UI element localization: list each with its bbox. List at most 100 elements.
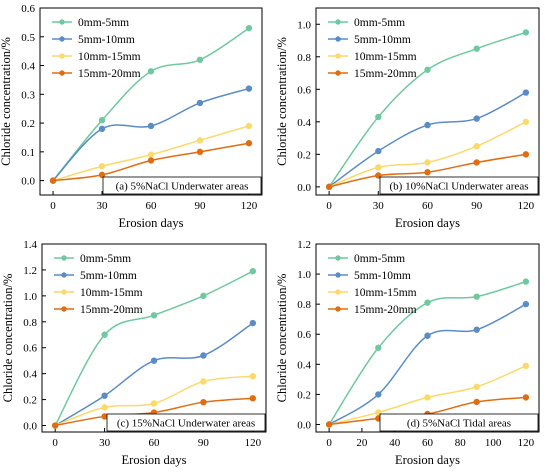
x-tick-label: 120 (518, 437, 535, 449)
data-point (101, 331, 108, 338)
y-tick-label: 1.2 (23, 265, 37, 277)
data-point (51, 422, 59, 429)
x-axis-label: Erosion days (395, 453, 460, 467)
chart-panel-b: 0 30 60 90 120 0.0 0.2 0.4 0.6 0.8 1.0 Erosion days… (275, 7, 540, 230)
y-tick-label: 0.2 (297, 149, 311, 161)
y-tick-label: 1.4 (23, 239, 37, 251)
data-point (424, 66, 431, 73)
x-tick-label: 120 (245, 437, 262, 449)
data-point (196, 56, 204, 63)
data-point (245, 122, 253, 130)
legend-label: 10mm-15mm (78, 51, 141, 63)
data-point (375, 147, 382, 155)
panel-annotation-box (379, 413, 539, 432)
data-point (522, 118, 530, 126)
x-tick-label: 60 (422, 437, 434, 449)
legend-marker (335, 272, 341, 278)
x-tick-label: 30 (97, 200, 109, 212)
data-point (424, 121, 431, 129)
x-tick-label: 90 (198, 437, 210, 449)
panel-annotation: (d) 5%NaCl Tidal areas (407, 418, 511, 430)
data-point (522, 394, 530, 401)
y-tick-label: 0.2 (23, 395, 37, 407)
y-tick-label: 0.2 (21, 118, 35, 130)
legend-marker (335, 255, 341, 261)
data-point (424, 159, 431, 166)
legend-label: 0mm-5mm (78, 17, 129, 29)
data-point (375, 164, 382, 171)
x-tick-label: 120 (518, 200, 535, 212)
legend-marker (59, 19, 65, 25)
x-tick-label: 0 (52, 437, 58, 449)
data-point (424, 299, 431, 306)
panel-annotation: (b) 10%NaCl Underwater areas (390, 181, 529, 193)
x-tick-label: 60 (422, 200, 434, 212)
data-point (147, 157, 155, 164)
legend-marker (335, 306, 341, 312)
data-point (245, 24, 253, 32)
data-point (245, 140, 253, 147)
y-axis-label: Chloride concentration/% (0, 37, 13, 166)
y-tick-label: 0.6 (21, 3, 35, 15)
data-point (196, 137, 204, 144)
data-point (98, 117, 106, 124)
legend-label: 5mm-10mm (80, 270, 137, 282)
legend-label: 0mm-5mm (354, 253, 405, 265)
y-tick-label: 0.8 (23, 317, 37, 329)
data-point (424, 394, 431, 401)
data-point (200, 292, 207, 300)
x-axis-label: Erosion days (122, 453, 187, 467)
legend-label: 0mm-5mm (354, 17, 405, 29)
legend-label: 15mm-20mm (354, 304, 417, 316)
x-tick-label: 80 (455, 437, 467, 449)
data-point (147, 122, 155, 130)
y-tick-label: 0.6 (297, 329, 311, 341)
y-tick-label: 0.8 (297, 299, 311, 311)
legend-marker (59, 70, 65, 76)
panel-annotation-box (102, 176, 262, 195)
data-point (147, 151, 155, 158)
x-axis-label: Erosion days (395, 216, 460, 230)
data-point (150, 312, 158, 319)
legend-label: 0mm-5mm (80, 253, 131, 265)
series-line-0mm-5mm (328, 31, 527, 188)
y-tick-label: 0.2 (297, 389, 311, 401)
data-point (101, 413, 108, 420)
legend-marker (61, 289, 67, 295)
data-point (98, 163, 106, 170)
panel-annotation: (c) 15%NaCl Underwater areas (117, 418, 255, 430)
y-tick-label: 0.6 (23, 343, 37, 355)
y-tick-label: 0.3 (21, 89, 35, 101)
legend-label: 10mm-15mm (80, 287, 143, 299)
data-point (249, 268, 257, 275)
data-point (245, 85, 253, 92)
legend-marker (335, 36, 341, 42)
y-tick-label: 0.4 (297, 117, 311, 129)
y-tick-label: 0.1 (21, 147, 35, 159)
y-tick-label: 1.2 (297, 239, 311, 251)
data-point (200, 352, 207, 359)
x-tick-label: 90 (194, 200, 206, 212)
data-point (325, 421, 333, 428)
data-point (522, 151, 530, 158)
y-tick-label: 0.5 (21, 32, 35, 44)
y-tick-label: 1.0 (297, 269, 311, 281)
legend-label: 5mm-10mm (354, 270, 411, 282)
data-point (200, 398, 207, 406)
legend-marker (59, 53, 65, 59)
x-tick-label: 30 (373, 200, 385, 212)
data-point (98, 171, 106, 179)
data-point (200, 378, 207, 385)
y-axis-label: Chloride concentration/% (275, 274, 289, 403)
data-point (98, 125, 106, 133)
data-point (522, 89, 530, 96)
y-tick-label: 0.0 (23, 421, 37, 433)
chart-panel-c: 0 30 60 90 120 0.0 0.2 0.4 0.6 0.8 1.0 1.2 1.4 Erosio… (1, 239, 267, 467)
data-point (473, 293, 480, 300)
y-axis-label: Chloride concentration/% (275, 37, 289, 166)
data-point (249, 373, 257, 380)
legend-label: 5mm-10mm (78, 34, 135, 46)
chart-panel-d: 0 20 40 60 80 100 120 0.0 0.2 0.4 0.6 0.8 1.0 1.2 Eros… (275, 239, 540, 467)
panel-annotation: (a) 5%NaCl Underwater areas (116, 181, 249, 193)
